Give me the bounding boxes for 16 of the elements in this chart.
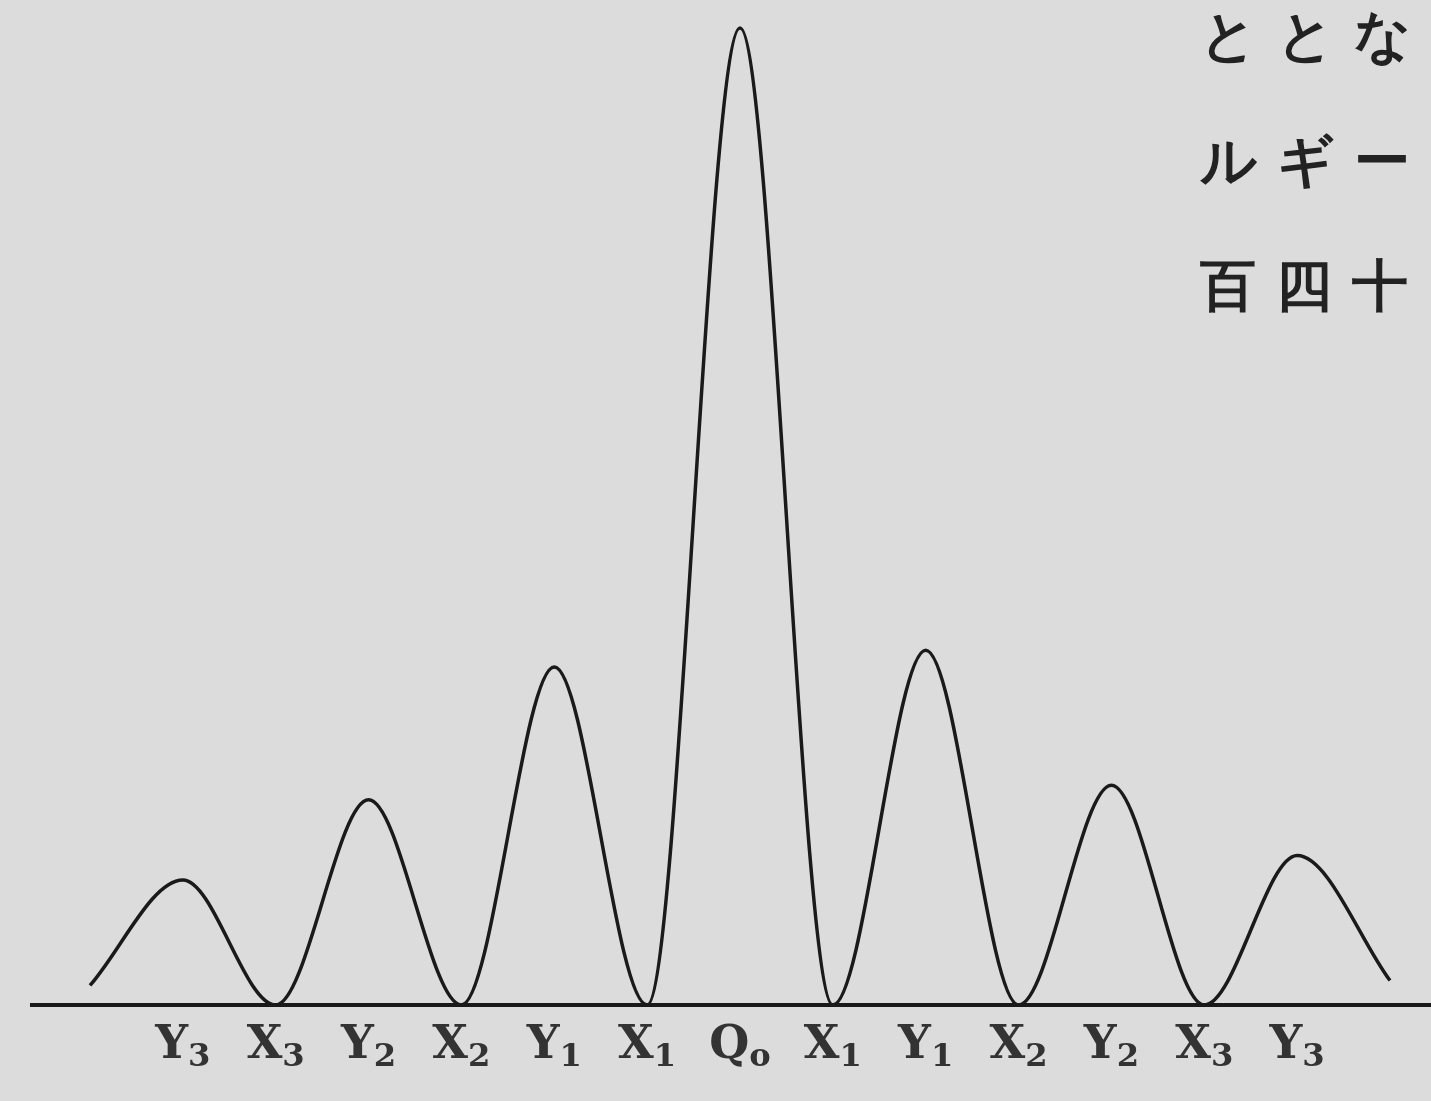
x-tick-label: Y$_{3}$ <box>154 1015 211 1075</box>
x-tick-label: Y$_{1}$ <box>897 1015 954 1075</box>
x-tick-label: Q$_{o}$ <box>709 1015 771 1075</box>
x-tick-label: Y$_{2}$ <box>339 1015 397 1075</box>
x-tick-label: X$_{3}$ <box>246 1015 305 1075</box>
x-tick-label: Y$_{3}$ <box>1268 1015 1325 1075</box>
x-tick-label: Y$_{2}$ <box>1082 1015 1140 1075</box>
x-tick-label: Y$_{1}$ <box>525 1015 582 1075</box>
x-tick-label: X$_{1}$ <box>618 1015 677 1075</box>
x-tick-label: X$_{3}$ <box>1175 1015 1234 1075</box>
x-tick-label: X$_{2}$ <box>432 1015 491 1075</box>
annotation: 百四十 <box>1199 252 1428 318</box>
x-tick-label: X$_{2}$ <box>989 1015 1048 1075</box>
annotation: ととな <box>1200 2 1431 68</box>
x-tick-label: X$_{1}$ <box>803 1015 862 1075</box>
annotation: ルギー <box>1200 127 1430 193</box>
